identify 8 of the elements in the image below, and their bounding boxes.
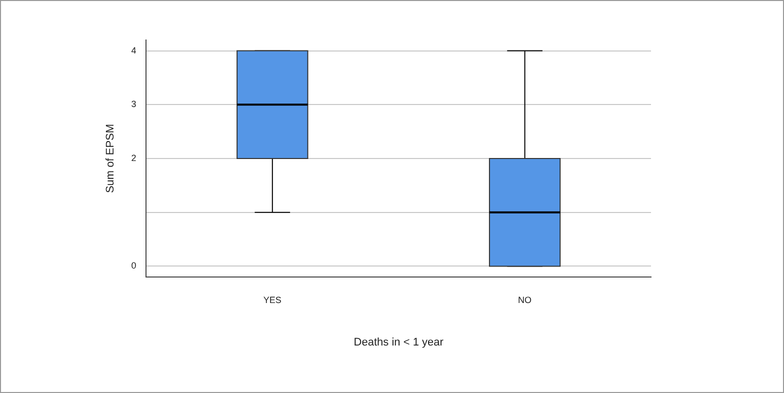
y-tick-label: 0 [131,260,136,271]
y-tick-label: 3 [131,99,136,110]
y-tick-label: 4 [131,45,136,56]
y-tick-label: 2 [131,152,136,163]
y-axis-title: Sum of EPSM [104,124,117,194]
x-tick-label: NO [518,294,532,305]
x-axis-title: Deaths in < 1 year [354,336,444,348]
x-tick-label: YES [263,294,282,305]
